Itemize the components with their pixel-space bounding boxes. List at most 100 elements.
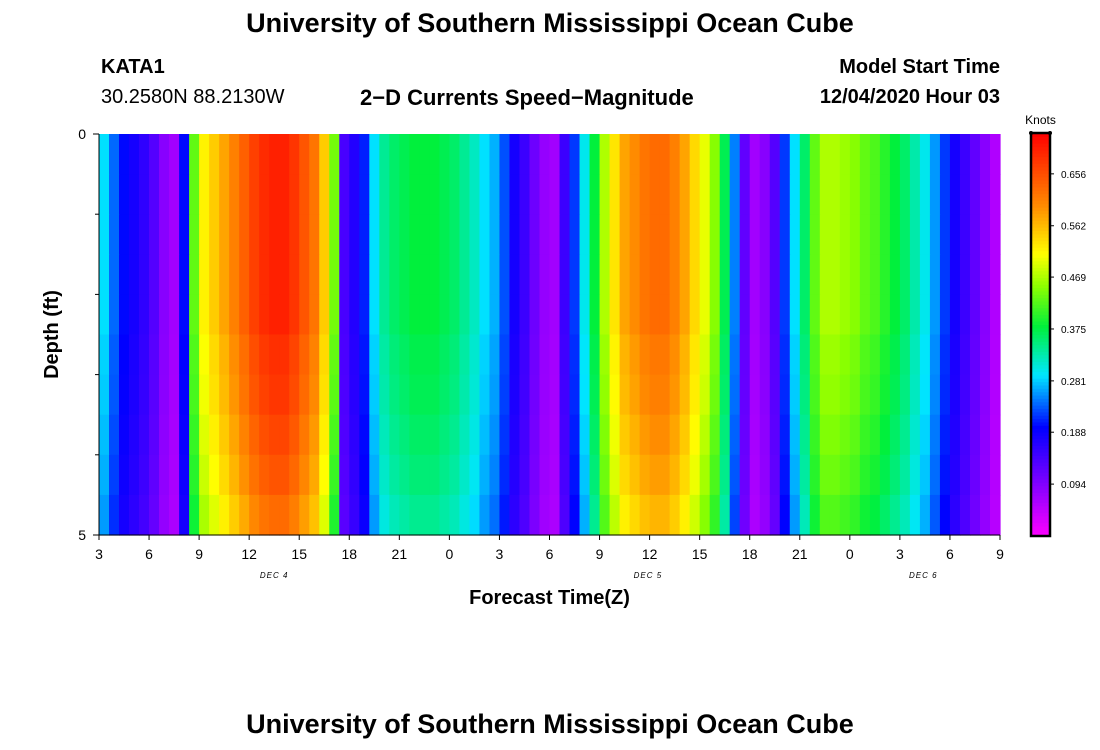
- heatmap-cell: [529, 454, 541, 496]
- heatmap-cell: [819, 414, 831, 456]
- colorbar-segment: [1031, 344, 1050, 349]
- heatmap-cell: [269, 134, 280, 175]
- heatmap-cell: [859, 454, 871, 496]
- heatmap-cell: [929, 494, 941, 536]
- heatmap-cell: [429, 134, 440, 175]
- heatmap-cell: [849, 134, 861, 175]
- heatmap-cell: [299, 374, 310, 416]
- heatmap-cell: [329, 334, 340, 376]
- heatmap-cell: [809, 254, 821, 295]
- heatmap-cell: [669, 494, 681, 536]
- heatmap-cell: [299, 414, 310, 456]
- heatmap-cell: [689, 254, 701, 295]
- heatmap-cell: [859, 214, 871, 255]
- colorbar-segment: [1031, 499, 1050, 504]
- heatmap-cell: [609, 334, 621, 376]
- heatmap-cell: [779, 454, 791, 496]
- heatmap-cell: [269, 214, 280, 255]
- heatmap-cell: [349, 214, 360, 255]
- heatmap-cell: [199, 374, 210, 416]
- x-tick-label: 18: [341, 546, 357, 562]
- colorbar-segment: [1031, 253, 1050, 258]
- heatmap-cell: [649, 214, 661, 255]
- heatmap-cell: [909, 214, 921, 255]
- heatmap-cell: [709, 174, 721, 215]
- heatmap-cell: [249, 374, 260, 416]
- heatmap-cell: [789, 174, 801, 215]
- heatmap-cell: [139, 454, 150, 496]
- heatmap-cell: [859, 334, 871, 376]
- colorbar-segment: [1031, 378, 1050, 383]
- heatmap-cell: [249, 454, 260, 496]
- heatmap-cell: [499, 174, 511, 215]
- heatmap-cell: [119, 334, 130, 376]
- heatmap-cell: [409, 174, 420, 215]
- heatmap-cell: [969, 414, 981, 456]
- heatmap-cell: [429, 254, 440, 295]
- heatmap-cell: [199, 494, 210, 536]
- x-tick-label: 0: [846, 546, 854, 562]
- heatmap-cell: [529, 254, 541, 295]
- heatmap-cell: [309, 214, 320, 255]
- heatmap-cell: [539, 214, 551, 255]
- heatmap-cell: [179, 414, 190, 456]
- heatmap-cell: [769, 334, 781, 376]
- heatmap-cell: [319, 334, 330, 376]
- heatmap-cell: [699, 454, 711, 496]
- colorbar-segment: [1031, 448, 1050, 453]
- heatmap-cell: [199, 254, 210, 295]
- heatmap-cell: [909, 414, 921, 456]
- heatmap-cell: [669, 414, 681, 456]
- heatmap-cell: [399, 134, 410, 175]
- heatmap-cell: [239, 494, 250, 536]
- colorbar-segment: [1031, 230, 1050, 235]
- heatmap-cell: [969, 454, 981, 496]
- heatmap-cell: [989, 134, 1001, 175]
- heatmap-cell: [259, 174, 270, 215]
- heatmap-cell: [619, 414, 631, 456]
- heatmap-cell: [479, 214, 491, 255]
- heatmap-cell: [499, 294, 511, 336]
- heatmap-cell: [969, 174, 981, 215]
- heatmap-cell: [319, 174, 330, 215]
- heatmap-cell: [819, 214, 831, 255]
- heatmap-cell: [819, 294, 831, 336]
- heatmap-cell: [269, 494, 280, 536]
- colorbar-segment: [1031, 186, 1050, 191]
- heatmap-cell: [459, 494, 471, 536]
- heatmap-cell: [829, 414, 841, 456]
- heatmap-cell: [109, 134, 120, 175]
- heatmap-cell: [369, 454, 380, 496]
- heatmap-cell: [209, 374, 220, 416]
- colorbar-tick-label: 0.281: [1061, 377, 1086, 388]
- heatmap-cell: [479, 254, 491, 295]
- heatmap-cell: [299, 134, 310, 175]
- heatmap-cell: [779, 174, 791, 215]
- heatmap-cell: [249, 214, 260, 255]
- heatmap-cell: [459, 134, 471, 175]
- heatmap-cell: [759, 374, 771, 416]
- heatmap-cell: [629, 414, 641, 456]
- heatmap-cell: [409, 374, 420, 416]
- heatmap-cell: [359, 334, 370, 376]
- colorbar-tick-label: 0.094: [1061, 480, 1086, 491]
- heatmap-cell: [299, 254, 310, 295]
- heatmap-cell: [609, 174, 621, 215]
- heatmap-cell: [369, 334, 380, 376]
- heatmap-cell: [979, 254, 991, 295]
- heatmap-cell: [709, 254, 721, 295]
- heatmap-cell: [819, 134, 831, 175]
- heatmap-cell: [169, 294, 180, 336]
- x-tick-label: 21: [792, 546, 808, 562]
- heatmap-cell: [979, 174, 991, 215]
- heatmap-cell: [309, 294, 320, 336]
- heatmap-cell: [629, 134, 641, 175]
- heatmap-cell: [479, 454, 491, 496]
- heatmap-cell: [959, 294, 971, 336]
- heatmap-cell: [979, 494, 991, 536]
- heatmap-cell: [659, 174, 671, 215]
- heatmap-cell: [739, 374, 751, 416]
- heatmap-cell: [379, 374, 390, 416]
- heatmap-cell: [949, 134, 961, 175]
- heatmap-cell: [769, 294, 781, 336]
